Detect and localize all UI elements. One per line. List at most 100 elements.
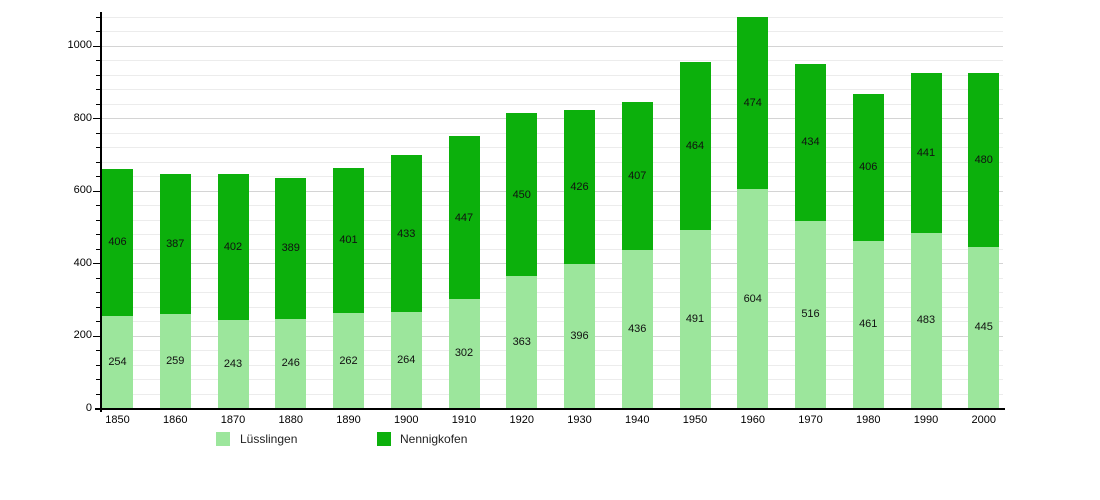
bar-segment-lsslingen bbox=[102, 315, 133, 408]
legend-label-luesslingen: Lüsslingen bbox=[240, 432, 298, 446]
minor-gridline bbox=[100, 248, 1003, 250]
y-tick-label: 0 bbox=[85, 401, 92, 414]
bar-value-label: 302 bbox=[454, 347, 474, 360]
bar-segment-nennigkofen bbox=[102, 168, 133, 316]
major-gridline bbox=[100, 190, 1003, 192]
bar-segment-nennigkofen bbox=[333, 167, 364, 314]
bar-segment-nennigkofen bbox=[852, 93, 884, 241]
y-axis-minor-tick bbox=[96, 364, 100, 366]
legend-swatch-luesslingen bbox=[216, 432, 230, 446]
bar-segment-lsslingen bbox=[621, 249, 653, 408]
minor-gridline bbox=[100, 292, 1003, 293]
y-axis-minor-tick bbox=[96, 277, 100, 279]
legend: Lüsslingen Nennigkofen bbox=[0, 431, 1100, 451]
bar-segment-lsslingen bbox=[159, 314, 191, 408]
minor-gridline bbox=[100, 321, 1003, 322]
bar-segment-lsslingen bbox=[679, 230, 711, 408]
x-tick-label: 1900 bbox=[394, 414, 419, 426]
minor-gridline bbox=[100, 103, 1003, 105]
minor-gridline bbox=[100, 379, 1003, 380]
bar-value-label: 402 bbox=[223, 241, 243, 254]
x-tick-label: 1890 bbox=[336, 414, 361, 426]
y-axis-minor-tick bbox=[96, 31, 100, 32]
x-tick-label: 1960 bbox=[740, 414, 765, 426]
bar-segment-lsslingen bbox=[737, 189, 769, 408]
bar-segment-nennigkofen bbox=[506, 113, 538, 277]
bar-segment-lsslingen bbox=[852, 240, 884, 408]
bar-segment-nennigkofen bbox=[968, 72, 1000, 247]
bar-value-label: 243 bbox=[223, 357, 243, 370]
bar-value-label: 480 bbox=[974, 153, 993, 166]
y-tick-label: 600 bbox=[73, 184, 92, 196]
bar-segment-nennigkofen bbox=[159, 173, 191, 315]
bar-segment-lsslingen bbox=[275, 318, 307, 408]
bar-value-label: 433 bbox=[397, 227, 416, 240]
y-tick-label: 400 bbox=[73, 256, 92, 269]
y-axis-minor-tick bbox=[96, 393, 100, 395]
minor-gridline bbox=[100, 132, 1003, 134]
bar-segment-nennigkofen bbox=[275, 177, 307, 319]
bar-segment-lsslingen bbox=[564, 264, 595, 408]
minor-gridline bbox=[100, 205, 1003, 206]
legend-label-nennigkofen: Nennigkofen bbox=[400, 432, 468, 446]
bar-value-label: 406 bbox=[108, 236, 127, 249]
y-axis-minor-tick bbox=[96, 205, 100, 206]
major-gridline bbox=[100, 118, 1003, 119]
minor-gridline bbox=[100, 350, 1003, 351]
y-axis-minor-tick bbox=[96, 176, 100, 177]
bar-value-label: 396 bbox=[570, 330, 589, 343]
bar-value-label: 483 bbox=[916, 314, 936, 327]
minor-gridline bbox=[100, 234, 1003, 235]
bar-value-label: 491 bbox=[685, 313, 705, 325]
major-gridline bbox=[100, 335, 1003, 337]
minor-gridline bbox=[100, 364, 1003, 366]
minor-gridline bbox=[100, 176, 1003, 177]
bar-segment-nennigkofen bbox=[217, 174, 249, 320]
bar-segment-nennigkofen bbox=[910, 73, 942, 233]
bar-value-label: 264 bbox=[397, 354, 416, 367]
x-tick-label: 1930 bbox=[567, 414, 592, 426]
minor-gridline bbox=[100, 393, 1003, 395]
bar-value-label: 434 bbox=[801, 136, 820, 149]
bar-value-label: 254 bbox=[108, 355, 127, 368]
bar-segment-lsslingen bbox=[910, 232, 942, 408]
bar-value-label: 406 bbox=[859, 161, 878, 174]
bar-value-label: 363 bbox=[512, 336, 531, 349]
y-axis-major-tick bbox=[93, 263, 100, 264]
y-axis-major-tick bbox=[93, 190, 100, 192]
bar-value-label: 604 bbox=[743, 292, 762, 305]
bar-value-label: 461 bbox=[859, 318, 878, 331]
bar-segment-nennigkofen bbox=[564, 110, 595, 265]
bar-value-label: 426 bbox=[570, 181, 589, 194]
bar-segment-nennigkofen bbox=[737, 17, 769, 190]
bar-value-label: 407 bbox=[628, 170, 647, 183]
bar-value-label: 447 bbox=[454, 211, 474, 224]
x-tick-label: 1850 bbox=[105, 414, 130, 426]
minor-gridline bbox=[100, 16, 1003, 18]
x-tick-label: 1910 bbox=[451, 414, 477, 426]
bar-segment-nennigkofen bbox=[621, 102, 653, 250]
minor-gridline bbox=[100, 277, 1003, 279]
x-tick-label: 1970 bbox=[798, 414, 823, 426]
bar-segment-lsslingen bbox=[795, 220, 826, 408]
y-axis-minor-tick bbox=[96, 234, 100, 235]
y-axis-minor-tick bbox=[96, 379, 100, 380]
bar-segment-nennigkofen bbox=[679, 61, 711, 230]
y-axis-minor-tick bbox=[96, 306, 100, 308]
major-gridline bbox=[100, 263, 1003, 264]
minor-gridline bbox=[100, 89, 1003, 90]
x-tick-label: 2000 bbox=[971, 414, 996, 426]
bar-value-label: 464 bbox=[685, 139, 705, 152]
x-tick-label: 1950 bbox=[682, 414, 708, 426]
y-axis bbox=[100, 12, 102, 412]
y-axis-minor-tick bbox=[96, 248, 100, 250]
x-axis bbox=[95, 408, 1005, 410]
bar-segment-nennigkofen bbox=[795, 63, 826, 221]
bar-value-label: 445 bbox=[974, 321, 993, 334]
y-tick-label: 800 bbox=[73, 111, 92, 124]
y-axis-major-tick bbox=[93, 118, 100, 119]
y-axis-minor-tick bbox=[96, 16, 100, 18]
bar-value-label: 436 bbox=[628, 322, 647, 335]
y-axis-minor-tick bbox=[96, 219, 100, 221]
